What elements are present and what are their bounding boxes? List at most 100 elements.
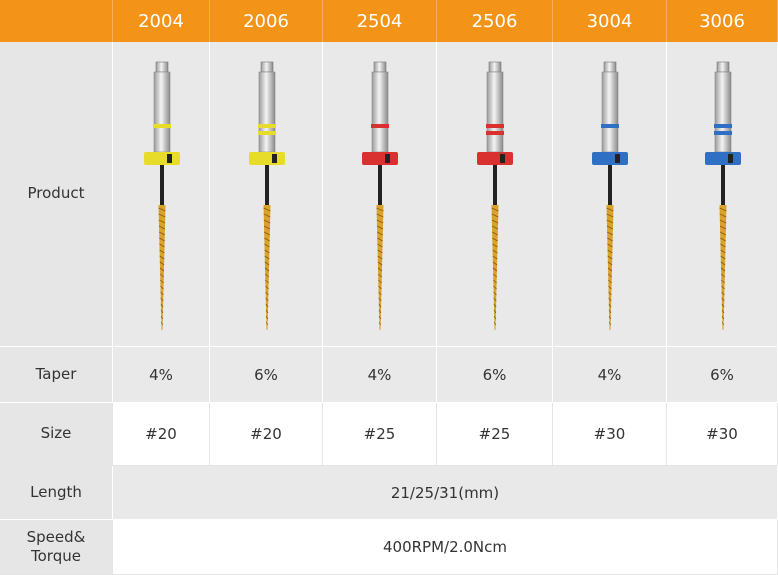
flute bbox=[265, 321, 268, 326]
flute bbox=[608, 285, 612, 290]
ring bbox=[713, 131, 732, 135]
cell-text: #30 bbox=[706, 425, 738, 443]
flute bbox=[607, 249, 613, 254]
cell-text: 3006 bbox=[699, 10, 745, 32]
flute bbox=[376, 225, 384, 230]
flute bbox=[720, 255, 725, 260]
flute bbox=[719, 249, 726, 254]
flute bbox=[719, 243, 726, 248]
flute bbox=[608, 303, 612, 308]
value-cell: 6% bbox=[210, 347, 323, 403]
collar-notch bbox=[385, 154, 390, 163]
flute bbox=[377, 249, 383, 254]
cell-text: 2006 bbox=[243, 10, 289, 32]
collar-notch bbox=[166, 154, 172, 163]
flute bbox=[160, 309, 163, 314]
header-cell: 2504 bbox=[323, 0, 437, 42]
flute bbox=[378, 297, 382, 302]
flute bbox=[607, 261, 613, 266]
shaft bbox=[493, 165, 497, 205]
collar-notch bbox=[727, 154, 733, 163]
flute bbox=[160, 303, 163, 308]
cell-text: 21/25/31(mm) bbox=[390, 483, 500, 502]
flute bbox=[378, 309, 382, 314]
header-cell: 2004 bbox=[113, 0, 210, 42]
shaft bbox=[378, 165, 382, 205]
value-cell: 6% bbox=[667, 347, 778, 403]
blade bbox=[263, 205, 270, 330]
collar bbox=[704, 152, 741, 165]
blade bbox=[606, 205, 614, 330]
flute bbox=[264, 285, 269, 290]
flute bbox=[492, 267, 498, 272]
value-cell: #25 bbox=[437, 403, 553, 466]
flute bbox=[263, 225, 270, 230]
cell-text: #25 bbox=[363, 425, 396, 443]
flute bbox=[378, 291, 382, 296]
latch bbox=[716, 61, 729, 73]
cell-text: 4% bbox=[149, 365, 173, 384]
flute bbox=[493, 303, 497, 308]
flute bbox=[719, 219, 726, 224]
flute bbox=[377, 255, 383, 260]
value-cell: 4% bbox=[553, 347, 667, 403]
flute bbox=[607, 237, 613, 242]
flute bbox=[264, 255, 269, 260]
flute bbox=[377, 267, 383, 272]
latch bbox=[603, 61, 617, 73]
flute bbox=[264, 297, 269, 302]
cell-text: 6% bbox=[254, 365, 278, 384]
latch bbox=[155, 61, 168, 73]
flute bbox=[377, 243, 383, 248]
collar-notch bbox=[271, 154, 277, 163]
cell-text: 6% bbox=[710, 365, 734, 384]
flute bbox=[493, 309, 497, 314]
flute bbox=[720, 279, 725, 284]
file-image bbox=[362, 61, 398, 330]
latch bbox=[260, 61, 273, 73]
value-cell: #30 bbox=[553, 403, 667, 466]
flute bbox=[263, 219, 270, 224]
header-cell: 3004 bbox=[553, 0, 667, 42]
flute bbox=[606, 207, 614, 212]
ring bbox=[601, 124, 619, 128]
cell-text: #20 bbox=[250, 425, 282, 443]
flute bbox=[719, 231, 726, 236]
flute bbox=[159, 285, 164, 290]
cell-text: 4% bbox=[597, 365, 622, 384]
flute bbox=[492, 243, 498, 248]
row-label: Product bbox=[0, 42, 113, 347]
flute bbox=[160, 321, 163, 326]
flute bbox=[493, 279, 497, 284]
flute bbox=[378, 321, 382, 326]
flute bbox=[608, 321, 612, 326]
flute bbox=[720, 261, 725, 266]
cell-text: 3004 bbox=[586, 10, 633, 32]
blade bbox=[376, 205, 384, 330]
collar bbox=[248, 152, 285, 165]
cell-text: Length bbox=[30, 482, 82, 501]
flute bbox=[721, 309, 724, 314]
collar bbox=[362, 152, 398, 165]
cell-text: 2504 bbox=[356, 10, 403, 32]
flute bbox=[720, 273, 725, 278]
handle bbox=[714, 71, 731, 153]
flute bbox=[607, 267, 613, 272]
row-label: Speed& Torque bbox=[0, 520, 113, 575]
row-label: Taper bbox=[0, 347, 113, 403]
flute bbox=[493, 315, 497, 320]
cell-text: 400RPM/2.0Ncm bbox=[382, 538, 508, 556]
value-cell: #20 bbox=[210, 403, 323, 466]
flute bbox=[378, 279, 382, 284]
shaft bbox=[608, 165, 612, 205]
flute bbox=[493, 321, 497, 326]
flute bbox=[607, 255, 613, 260]
header-cell: 2506 bbox=[437, 0, 553, 42]
flute bbox=[491, 225, 499, 230]
flute bbox=[721, 315, 724, 320]
cell-text: Taper bbox=[35, 364, 77, 383]
shaft bbox=[720, 165, 725, 205]
flute bbox=[158, 243, 165, 248]
flute bbox=[159, 267, 164, 272]
cell-text: Size bbox=[40, 424, 72, 443]
